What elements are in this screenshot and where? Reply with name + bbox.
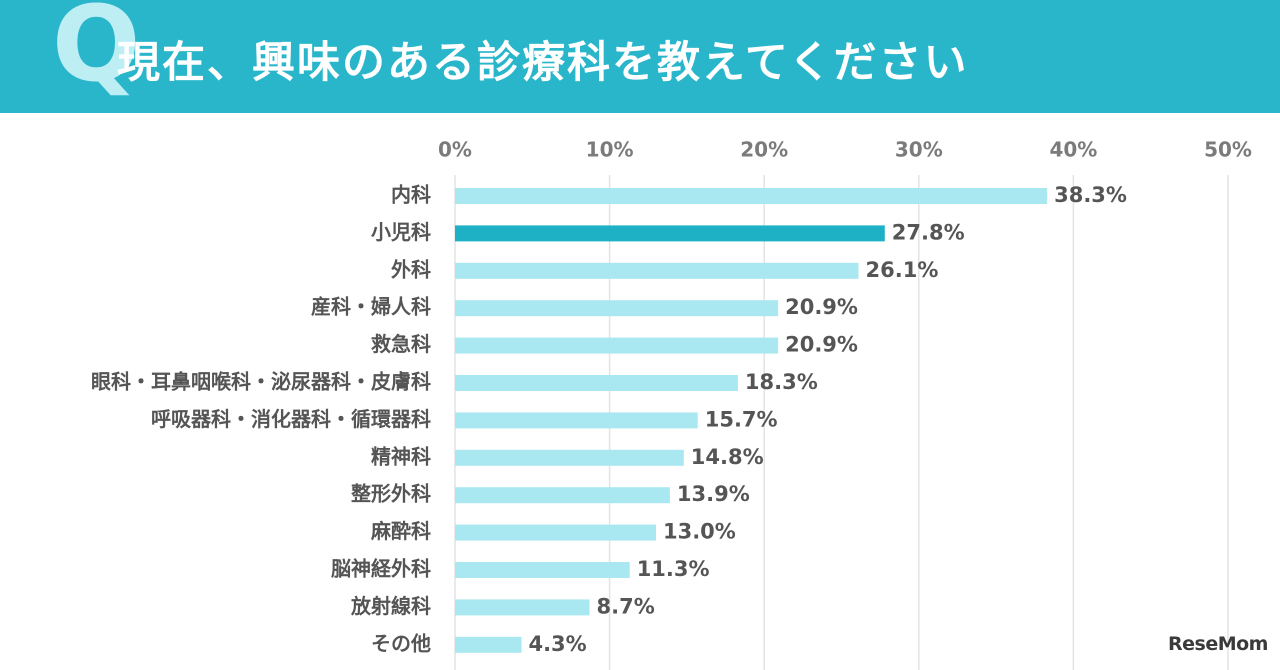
category-label: 整形外科 [350, 482, 431, 506]
bar [455, 599, 590, 616]
bar [455, 412, 698, 429]
category-labels: 内科小児科外科産科・婦人科救急科眼科・耳鼻咽喉科・泌尿器科・皮膚科呼吸器科・消化… [91, 183, 431, 656]
category-label: 内科 [391, 183, 431, 207]
page-title: 現在、興味のある診療科を教えてください [117, 38, 969, 88]
category-label: 救急科 [371, 332, 431, 356]
x-tick-label: 10% [586, 138, 634, 162]
category-label: 脳神経外科 [330, 557, 431, 581]
bar [455, 562, 630, 578]
bar [455, 337, 779, 354]
bar [455, 487, 670, 504]
category-label: 麻酔科 [370, 519, 431, 543]
x-tick-label: 50% [1204, 138, 1252, 162]
bar-chart: 0% 10% 20% 30% 40% 50% 内科小児科外科産科・婦人科救急科眼科・耳鼻咽… [91, 138, 1252, 670]
data-label: 15.7% [705, 407, 778, 431]
x-tick-label: 40% [1049, 138, 1097, 162]
data-label: 20.9% [785, 295, 858, 319]
question-mark-icon: Q [52, 0, 141, 105]
bar [455, 188, 1048, 204]
category-label: 外科 [391, 257, 431, 281]
x-tick-label: 0% [438, 138, 472, 162]
bar [455, 524, 656, 541]
bar [455, 225, 885, 242]
data-label: 18.3% [745, 370, 818, 394]
x-axis-ticks: 0% 10% 20% 30% 40% 50% [438, 138, 1252, 162]
bar [455, 300, 779, 317]
x-tick-label: 30% [895, 138, 943, 162]
bars [455, 188, 1048, 653]
data-label: 26.1% [866, 258, 939, 282]
category-label: 放射線科 [350, 594, 431, 618]
category-label: 小児科 [371, 220, 431, 244]
data-label: 20.9% [785, 333, 858, 357]
category-label: 精神科 [371, 444, 431, 468]
data-label: 38.3% [1054, 183, 1127, 207]
bar [455, 636, 522, 653]
category-label: 呼吸器科・消化器科・循環器科 [151, 407, 431, 431]
category-label: 産科・婦人科 [311, 295, 431, 319]
data-label: 8.7% [597, 594, 655, 618]
category-label: 眼科・耳鼻咽喉科・泌尿器科・皮膚科 [91, 370, 431, 394]
data-label: 13.0% [663, 520, 736, 544]
category-label: その他 [371, 631, 431, 655]
title-banner: Q 現在、興味のある診療科を教えてください [0, 0, 1280, 113]
bar [455, 262, 859, 279]
data-label: 11.3% [637, 557, 710, 581]
data-label: 13.9% [677, 482, 750, 506]
x-tick-label: 20% [740, 138, 788, 162]
data-label: 14.8% [691, 445, 764, 469]
bar [455, 449, 684, 466]
bar [455, 375, 738, 391]
data-label: 4.3% [528, 632, 586, 656]
data-label: 27.8% [892, 220, 965, 244]
value-labels: 38.3% 27.8% 26.1% 20.9% 20.9% 18.3% 15.7% 14.8%… [528, 183, 1126, 656]
resemom-logo: ReseMom [1168, 633, 1268, 655]
